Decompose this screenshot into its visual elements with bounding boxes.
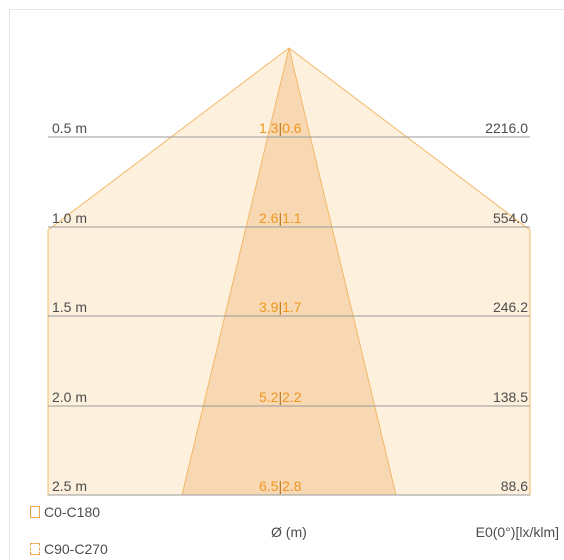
diameter-separator: | xyxy=(278,389,283,405)
diameter-c90-value: 2.2 xyxy=(282,389,302,405)
diameter-c0-value: 3.9 xyxy=(259,299,279,315)
e0-value: 246.2 xyxy=(492,299,528,315)
diameter-value: 1.3|0.6 xyxy=(259,120,315,136)
diameter-c0-value: 2.6 xyxy=(259,210,279,226)
diameter-value: 2.6|1.1 xyxy=(259,210,315,226)
distance-label: 2.0 m xyxy=(52,389,88,405)
dashed-square-icon xyxy=(30,543,40,555)
diameter-c90-value: 2.8 xyxy=(282,478,302,494)
legend-c0-c180: C0-C180 xyxy=(30,504,100,520)
e0-value: 2216.0 xyxy=(485,120,528,136)
e0-value: 554.0 xyxy=(492,210,528,226)
diameter-value: 3.9|1.7 xyxy=(259,299,315,315)
diameter-separator: | xyxy=(278,299,283,315)
diameter-c90-value: 1.7 xyxy=(282,299,302,315)
diameter-separator: | xyxy=(278,478,283,494)
diameter-c90-value: 1.1 xyxy=(282,210,302,226)
distance-label: 1.0 m xyxy=(52,210,88,226)
distance-label: 1.5 m xyxy=(52,299,88,315)
distance-label: 2.5 m xyxy=(52,478,88,494)
legend-c90-c270-label: C90-C270 xyxy=(44,541,108,557)
legend-c90-c270: C90-C270 xyxy=(30,541,108,557)
diameter-value: 5.2|2.2 xyxy=(259,389,315,405)
e0-value: 88.6 xyxy=(500,478,528,494)
diameter-c90-value: 0.6 xyxy=(282,120,302,136)
solid-square-icon xyxy=(30,506,40,518)
diagram-panel xyxy=(9,9,564,560)
distance-label: 0.5 m xyxy=(52,120,88,136)
diameter-separator: | xyxy=(278,210,283,226)
legend-c0-c180-label: C0-C180 xyxy=(44,504,101,520)
diameter-unit-label: Ø (m) xyxy=(271,524,307,540)
diameter-c0-value: 6.5 xyxy=(259,478,279,494)
diameter-c0-value: 5.2 xyxy=(259,389,279,405)
diameter-value: 6.5|2.8 xyxy=(259,478,315,494)
e0-value: 138.5 xyxy=(492,389,528,405)
diameter-c0-value: 1.3 xyxy=(259,120,279,136)
diameter-separator: | xyxy=(278,120,283,136)
illuminance-unit-label: E0(0°)[lx/klm] xyxy=(475,524,559,540)
